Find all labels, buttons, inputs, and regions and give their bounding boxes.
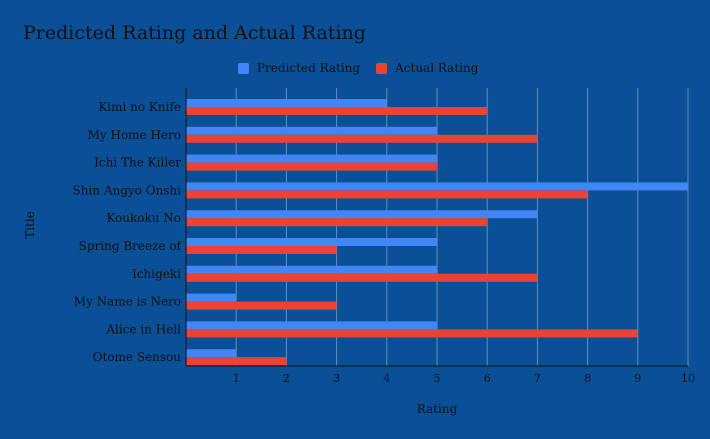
bar-actual-1 xyxy=(186,134,538,143)
legend-label-actual: Actual Rating xyxy=(395,61,479,75)
bar-predicted-3 xyxy=(186,182,688,191)
legend-swatch-actual xyxy=(376,62,388,74)
bar-predicted-1 xyxy=(186,126,437,135)
bar-predicted-8 xyxy=(186,321,437,330)
category-label-4: Koukoku No xyxy=(106,211,181,225)
legend-item-actual[interactable]: Actual Rating xyxy=(376,61,478,75)
x-tick-label-6: 6 xyxy=(484,372,491,385)
bar-predicted-2 xyxy=(186,154,437,163)
category-label-5: Spring Breeze of xyxy=(79,239,183,253)
x-tick-label-9: 9 xyxy=(634,372,641,385)
category-label-7: My Name is Nero xyxy=(74,295,181,309)
bar-predicted-0 xyxy=(186,99,387,107)
x-axis-title: Rating xyxy=(416,402,458,416)
x-tick-label-1: 1 xyxy=(233,372,240,385)
category-label-1: My Home Hero xyxy=(88,128,181,142)
x-tick-label-2: 2 xyxy=(283,372,290,385)
category-label-8: Alice in Hell xyxy=(105,322,181,336)
bar-actual-7 xyxy=(186,301,337,310)
bar-actual-3 xyxy=(186,190,588,199)
category-label-3: Shin Angyo Onshi xyxy=(72,183,181,197)
bar-actual-6 xyxy=(186,273,538,282)
bar-actual-5 xyxy=(186,246,337,254)
x-tick-label-10: 10 xyxy=(681,372,695,385)
chart-title: Predicted Rating and Actual Rating xyxy=(23,22,366,44)
legend-label-predicted: Predicted Rating xyxy=(257,61,361,75)
category-label-9: Otome Sensou xyxy=(93,350,182,364)
y-axis-title: Title xyxy=(23,211,37,239)
legend-item-predicted[interactable]: Predicted Rating xyxy=(238,61,360,75)
bar-actual-0 xyxy=(186,107,488,115)
legend-swatch-predicted xyxy=(238,62,249,74)
bar-predicted-9 xyxy=(186,349,237,358)
bar-predicted-4 xyxy=(186,210,538,219)
bar-predicted-6 xyxy=(186,265,437,274)
category-label-6: Ichigeki xyxy=(132,267,181,281)
x-tick-label-5: 5 xyxy=(434,372,441,385)
x-tick-label-7: 7 xyxy=(534,372,541,385)
x-tick-label-3: 3 xyxy=(333,372,340,385)
bar-actual-8 xyxy=(186,329,638,338)
bar-predicted-5 xyxy=(186,238,437,246)
x-tick-label-8: 8 xyxy=(584,372,591,385)
x-tick-label-4: 4 xyxy=(383,372,390,385)
legend: Predicted Rating Actual Rating xyxy=(238,60,478,76)
bar-actual-4 xyxy=(186,218,488,227)
bar-actual-9 xyxy=(186,357,287,366)
bar-predicted-7 xyxy=(186,293,237,302)
category-label-2: Ichi The Killer xyxy=(94,156,181,170)
category-label-0: Kimi no Knife xyxy=(98,100,181,114)
bar-actual-2 xyxy=(186,162,437,171)
